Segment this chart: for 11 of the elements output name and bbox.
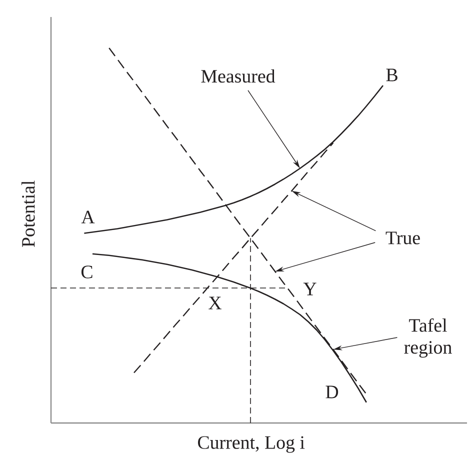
annotation: C <box>81 266 92 278</box>
annotation: X <box>208 296 222 310</box>
annotation: D <box>326 386 338 398</box>
x-axis-title: Current, Log i <box>198 436 305 453</box>
annotation: True <box>386 232 420 244</box>
annotation: B <box>386 68 398 82</box>
y-axis-title: Potential <box>21 180 35 248</box>
annotation: Y <box>303 282 316 296</box>
annotation: Measured <box>201 69 276 83</box>
text: Tafel region <box>404 318 452 358</box>
annotation: A <box>81 210 95 224</box>
